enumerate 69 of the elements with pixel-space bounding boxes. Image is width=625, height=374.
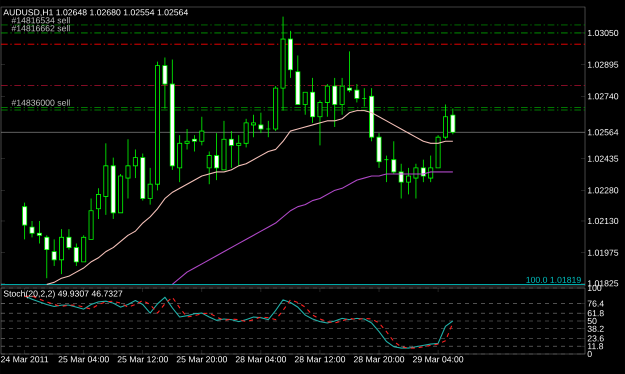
candlestick [450,108,456,135]
candlestick [199,116,204,146]
y-tick-label: 38.2 [588,326,604,332]
y-tick-label: 76.4 [588,300,604,307]
candlestick [324,84,330,118]
candlestick [236,134,242,166]
ref-line-label: #14816662 sell [12,24,70,32]
x-tick-label: 28 Mar 12:00 [294,356,346,362]
candlestick [206,151,212,185]
candlestick [332,78,338,128]
y-tick-label: 1.03050 [588,30,618,36]
candlestick [162,57,168,109]
y-tick-label: 23.6 [588,335,604,342]
candlestick [228,130,234,168]
candlestick [30,220,34,238]
x-tick-label: 25 Mar 12:00 [118,356,168,362]
chart-title: AUDUSD,H1 1.02648 1.02680 1.02554 1.02564 [3,9,188,16]
candlestick [184,128,190,150]
candlestick [66,228,72,250]
candlestick [391,140,396,174]
y-tick-label: 100 [588,284,602,292]
candlestick [413,163,418,199]
candlestick [443,104,448,140]
candlestick [214,132,220,181]
y-tick-label: 1.01975 [588,250,618,256]
candlestick [192,134,197,152]
candlestick [428,155,434,183]
candlestick [36,220,42,244]
candlestick [59,228,64,275]
chart-title: Stoch(20,2,2) 49.9307 46.7327 [4,290,122,298]
y-tick-label: 1.02280 [588,187,618,194]
y-tick-label: 50 [588,318,597,324]
ref-line-label: #14816534 sell [12,17,70,24]
candlestick [74,243,79,266]
ref-line-label: #14836000 sell [12,99,70,106]
x-tick-label: 28 Mar 20:00 [354,356,404,362]
y-tick-label: 1.02895 [588,62,618,68]
y-tick-label: 1.02435 [588,156,618,162]
candlestick [347,50,352,93]
candlestick [251,114,256,138]
candlestick [354,84,360,103]
candlestick [52,238,57,266]
ref-line-label: 100.0 1.01819 [526,276,581,283]
candlestick [317,100,322,146]
candlestick [126,138,130,199]
x-tick-label: 25 Mar 20:00 [176,356,228,362]
candlestick [406,167,412,195]
candlestick [258,112,264,134]
candlestick [398,163,404,199]
x-tick-label: 28 Mar 04:00 [236,356,286,362]
candlestick [302,92,308,116]
candlestick [148,167,153,206]
y-tick-label: 1.02564 [588,129,618,136]
x-tick-label: 25 Mar 04:00 [58,356,109,362]
candlestick [340,78,345,116]
candlestick [96,188,101,220]
x-tick-label: 29 Mar 04:00 [412,356,464,362]
y-tick-label: 61.8 [588,310,604,316]
y-tick-label: 0 [588,350,592,358]
candlestick [22,202,28,240]
y-tick-label: 1.01825 [588,280,618,286]
candlestick [132,149,138,178]
candlestick [44,234,50,279]
y-tick-label: 11.8 [588,343,604,350]
x-tick-label: 24 Mar 2011 [1,356,48,362]
candlestick [420,159,426,183]
y-tick-label: 1.02130 [588,218,618,224]
candlestick [244,118,249,148]
y-tick-label: 1.02740 [588,93,618,100]
